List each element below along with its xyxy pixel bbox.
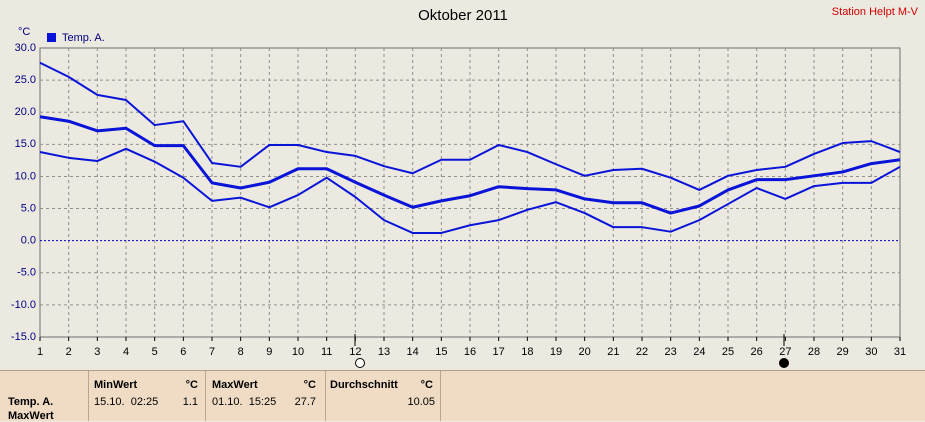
x-tick-label: 15 [435,346,447,358]
x-tick-label: 19 [550,346,562,358]
x-tick-label: 29 [837,346,849,358]
x-tick-label: 24 [693,346,705,358]
x-tick-label: 6 [180,346,186,358]
separator [205,371,206,421]
y-tick-label: 15.0 [15,138,36,150]
header: Durchschnitt [330,379,398,391]
cell: 10.05 [407,396,435,408]
series-line [39,147,901,234]
x-tick-label: 31 [894,346,906,358]
x-tick-label: 12 [349,346,361,358]
separator [325,371,326,421]
y-tick-label: 0.0 [21,235,36,247]
x-tick-label: 8 [238,346,244,358]
y-tick-label: -10.0 [11,299,36,311]
header: °C [420,379,433,391]
x-tick-label: 3 [94,346,100,358]
x-tick-label: 5 [152,346,158,358]
moon-icon [355,358,365,368]
x-tick-label: 13 [378,346,390,358]
chart: Oktober 2011 Station Helpt M-V °C Temp. … [11,6,919,368]
cell: 1.1 [182,396,198,408]
series-line [39,61,901,191]
x-tick-label: 25 [722,346,734,358]
x-tick-label: 26 [751,346,763,358]
cell: 15.10. 02:25 [94,396,159,408]
x-tick-label: 18 [521,346,533,358]
x-tick-label: 7 [209,346,215,358]
row-label: Temp. A. [8,396,54,408]
x-tick-label: 27 [779,346,791,358]
x-tick-label: 1 [37,346,43,358]
cell: 01.10. 15:25 [212,396,277,408]
x-tick-label: 30 [865,346,877,358]
series-line [39,115,901,215]
y-tick-label: 10.0 [15,170,36,182]
x-tick-label: 11 [321,346,332,358]
y-tick-label: 30.0 [15,42,36,54]
legend-swatch [47,33,56,42]
x-tick-label: 14 [407,346,419,358]
y-tick-label: 20.0 [15,106,36,118]
y-tick-label: 5.0 [21,202,36,214]
station-label: Station Helpt M-V [832,6,919,18]
header: MinWert [94,379,138,391]
x-tick-label: 4 [123,346,129,358]
x-tick-label: 22 [636,346,648,358]
x-tick-label: 21 [607,346,619,358]
y-tick-label: -15.0 [11,331,36,343]
chart-title: Oktober 2011 [418,7,508,24]
summary-panel: Temp. A. MaxWert MinWert °C MaxWert °C D… [0,370,925,422]
y-unit: °C [18,26,30,38]
moon-icon [779,358,789,368]
x-tick-label: 10 [292,346,304,358]
row-label: MaxWert [8,410,54,422]
y-tick-label: -5.0 [17,267,36,279]
x-tick-label: 9 [266,346,272,358]
header: MaxWert [212,379,258,391]
legend-label: Temp. A. [62,32,105,44]
header: °C [185,379,198,391]
header: °C [303,379,316,391]
x-tick-label: 20 [579,346,591,358]
y-tick-label: 25.0 [15,74,36,86]
x-tick-label: 28 [808,346,820,358]
cell: 27.7 [294,396,316,408]
x-tick-label: 2 [66,346,72,358]
separator [88,371,89,421]
x-tick-label: 17 [493,346,505,358]
x-tick-label: 16 [464,346,476,358]
separator [440,371,441,421]
x-tick-label: 23 [665,346,677,358]
